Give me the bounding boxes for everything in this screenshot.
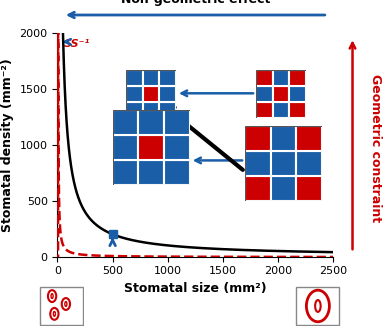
Text: SS⁻¹: SS⁻¹: [64, 39, 90, 49]
Text: Non-geometric effect: Non-geometric effect: [121, 0, 270, 6]
X-axis label: Stomatal size (mm²): Stomatal size (mm²): [124, 282, 267, 295]
Text: Geometric constraint: Geometric constraint: [369, 74, 382, 222]
Y-axis label: Stomatal density (mm⁻²): Stomatal density (mm⁻²): [1, 58, 14, 232]
